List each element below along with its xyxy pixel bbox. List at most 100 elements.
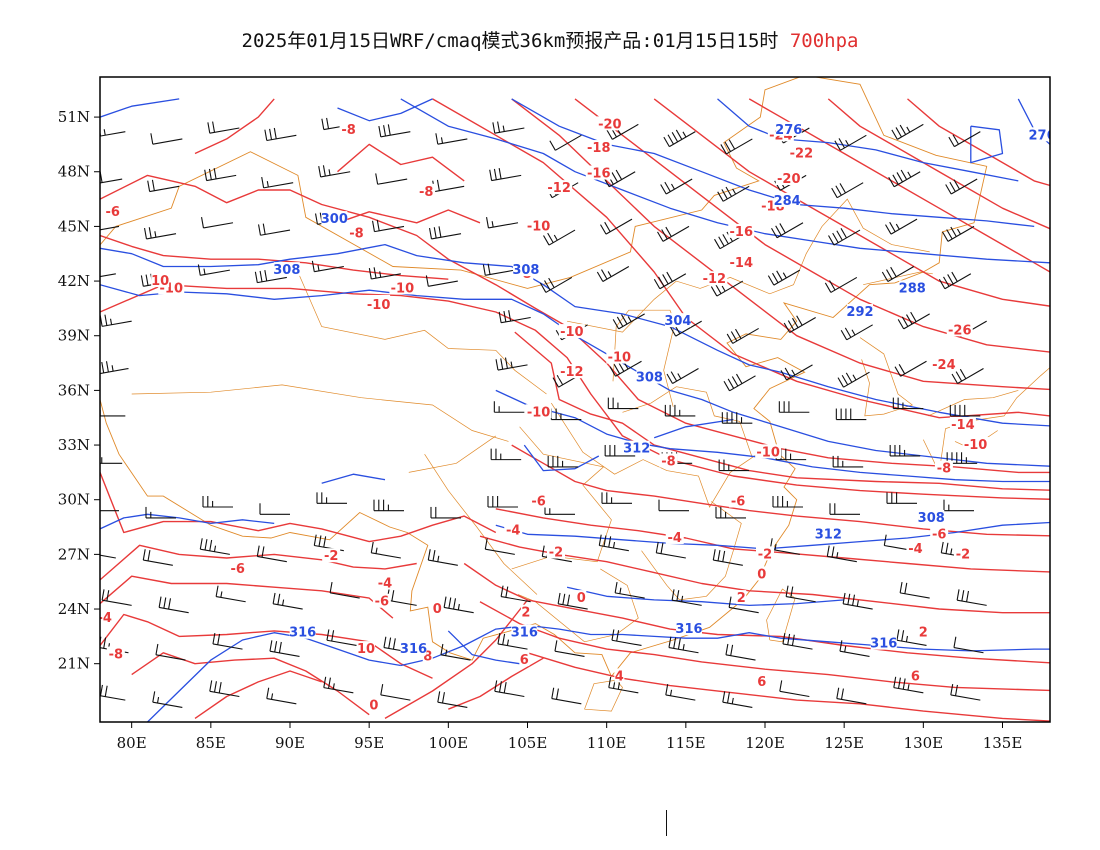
temperature-label: 10	[151, 274, 169, 289]
temperature-label: -10	[367, 298, 391, 313]
height-label: 316	[400, 642, 427, 657]
temperature-contours	[100, 98, 1050, 722]
province-border	[567, 198, 930, 333]
height-label-bg	[815, 526, 842, 541]
wind-barb	[949, 404, 981, 417]
temperature-label: -10	[391, 281, 415, 296]
title-text: 2025年01月15日WRF/cmaq模式36km预报产品:01月15日15时	[241, 30, 790, 52]
wind-barb	[375, 173, 408, 185]
china-border	[100, 77, 988, 678]
wind-barb	[498, 310, 531, 324]
temperature-label-bg	[228, 560, 247, 575]
wind-barb	[432, 179, 465, 193]
height-label: 304	[664, 314, 691, 329]
wind-barb	[600, 218, 633, 235]
province-border	[551, 402, 758, 508]
temperature-label: -6	[531, 495, 545, 510]
lat-label: 48N	[58, 163, 90, 181]
temperature-label: 6	[520, 653, 529, 668]
wind-barb	[671, 589, 702, 606]
wind-barb	[712, 549, 743, 566]
temperature-label: -2	[758, 547, 772, 562]
temperature-label-bg	[949, 417, 976, 432]
lon-label: 85E	[196, 734, 226, 752]
temperature-label: -16	[587, 167, 611, 182]
wind-barb	[948, 131, 981, 148]
wind-barb	[100, 510, 119, 512]
temperature-label-bg	[322, 548, 341, 563]
wind-barb	[544, 503, 575, 515]
wind-barb	[547, 455, 579, 468]
wind-barb	[155, 643, 186, 661]
wind-barb	[493, 401, 525, 413]
height-label: 288	[899, 281, 926, 296]
wind-barb	[147, 179, 180, 193]
wind-barb	[199, 538, 230, 555]
temperature-label: -14	[951, 418, 975, 433]
wind-barb	[771, 222, 804, 239]
province-border	[424, 454, 538, 595]
wind-barb	[264, 127, 297, 142]
temperature-label-bg	[756, 546, 774, 561]
wind-barb	[828, 228, 861, 246]
height-contour	[566, 586, 845, 607]
temperature-isotherm	[495, 508, 1050, 573]
wind-barb	[614, 581, 645, 599]
wind-barb	[893, 676, 924, 694]
lon-label: 100E	[429, 734, 469, 752]
height-label-bg	[870, 635, 897, 650]
wind-barb	[666, 368, 699, 385]
temperature-isotherm	[194, 98, 275, 155]
temperature-label: -8	[419, 185, 433, 200]
wind-barb	[660, 178, 693, 195]
wind-barb	[557, 592, 588, 610]
wind-barb	[430, 506, 461, 519]
temperature-isotherm	[131, 652, 370, 716]
longitude-axis: 80E 85E 90E 95E 100E 105E 110E 115E 120E 125E 130E…	[117, 722, 1022, 752]
temperature-label-bg	[756, 673, 767, 688]
temperature-label: 2	[737, 591, 746, 606]
wind-barb	[881, 266, 915, 282]
wind-barb	[956, 589, 987, 606]
height-label-bg	[289, 624, 316, 639]
wind-barb	[372, 219, 405, 233]
wind-barb	[657, 225, 690, 242]
wind-barb	[938, 271, 972, 290]
temperature-label-bg	[614, 668, 625, 683]
temperature-label: -10	[608, 351, 632, 366]
wind-barb	[100, 554, 116, 559]
lon-label: 130E	[904, 734, 944, 752]
height-label-bg	[636, 369, 663, 384]
wind-barb	[261, 176, 294, 189]
coastline	[584, 679, 623, 712]
wind-barb	[892, 397, 924, 410]
lat-label: 39N	[58, 327, 90, 345]
wind-barb	[197, 264, 230, 276]
province-border	[612, 309, 676, 407]
temperature-label: -14	[730, 256, 754, 271]
temperature-label: -22	[790, 147, 814, 162]
temperature-label-bg	[525, 218, 552, 233]
wind-barb	[899, 581, 930, 599]
height-contour	[400, 624, 1050, 667]
temperature-label-bg	[585, 140, 612, 155]
coastline	[859, 337, 914, 417]
wind-barb	[326, 629, 357, 647]
temperature-label: 10	[357, 642, 375, 657]
wind-barb	[380, 683, 411, 701]
wind-barb	[832, 455, 864, 468]
temperature-label: -10	[964, 438, 988, 453]
contour-labels: -24-20-22-20-18-16-18-16-14-12-10-12-8-8…	[100, 116, 1050, 714]
temperature-label: -6	[105, 205, 119, 220]
wind-barb	[601, 492, 632, 504]
wind-barb	[598, 534, 629, 552]
wind-barb	[611, 629, 642, 647]
temperature-label-bg	[775, 171, 802, 186]
temperature-label-bg	[953, 546, 972, 561]
temperature-label: 6	[911, 669, 920, 684]
temperature-label: -24	[932, 358, 956, 373]
wind-barb	[943, 499, 974, 512]
province-border	[622, 386, 753, 458]
temperature-isotherm	[432, 98, 1050, 419]
